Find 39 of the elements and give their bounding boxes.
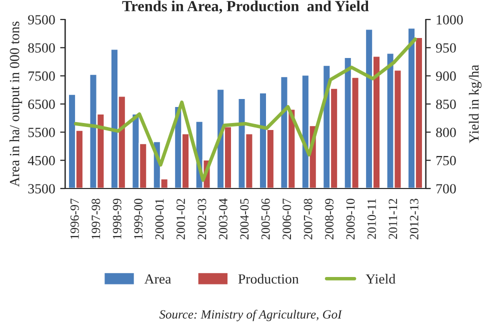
y-tick-label: 8500: [28, 43, 55, 53]
y2-tick-label: 800: [436, 128, 456, 138]
x-tick-label: 1996-97: [70, 198, 79, 239]
y2-tick-label: 900: [436, 71, 456, 81]
line-series: [74, 37, 417, 182]
x-tick-label: 1997-98: [92, 198, 100, 239]
x-tick-label: 2010-11: [367, 198, 376, 239]
y2-tick-label: 850: [436, 100, 456, 109]
y-tick-label: 6500: [28, 100, 55, 109]
y-axis-title: Area in ha/ output in 000 tons: [9, 22, 22, 187]
y2-tick-label: 750: [436, 156, 456, 166]
x-tick-label: 2003-04: [218, 198, 228, 240]
legend-label: Area: [144, 274, 172, 284]
y-tick-label: 4500: [28, 156, 55, 166]
y-tick-label: 5500: [28, 128, 55, 138]
x-tick-label: 2009-10: [346, 198, 355, 240]
x-tick-label: 2002-03: [198, 198, 206, 240]
source-note: Source: Ministry of Agriculture, GoI: [159, 310, 342, 322]
x-tick-label: 2000-01: [155, 198, 164, 240]
y2-tick-label: 700: [436, 184, 456, 194]
x-tick-label: 2008-09: [325, 198, 334, 240]
x-tick-label: 2011-12: [388, 198, 398, 239]
x-tick-label: 2012-13: [410, 198, 418, 240]
x-tick-label: 2001-02: [176, 198, 185, 240]
x-tick-label: 2005-06: [261, 198, 270, 240]
x-tick-label: 2004-05: [240, 198, 249, 240]
chart-title: Trends in Area, Production and Yield: [122, 0, 369, 14]
y-tick-label: 3500: [28, 184, 55, 194]
x-tick-label: 2006-07: [282, 198, 292, 240]
x-tick-label: 1998-99: [112, 198, 122, 239]
x-tick-label: 1999-00: [134, 198, 143, 239]
legend-label: Yield: [366, 274, 396, 284]
x-tick-label: 2007-08: [304, 198, 312, 240]
y2-axis-title: Yield in kg/ha: [468, 64, 482, 144]
y-tick-label: 7500: [28, 71, 55, 81]
legend-label: Production: [238, 274, 299, 284]
y2-tick-label: 950: [436, 43, 456, 53]
y-tick-label: 9500: [28, 15, 55, 24]
y2-tick-label: 1000: [436, 15, 463, 24]
